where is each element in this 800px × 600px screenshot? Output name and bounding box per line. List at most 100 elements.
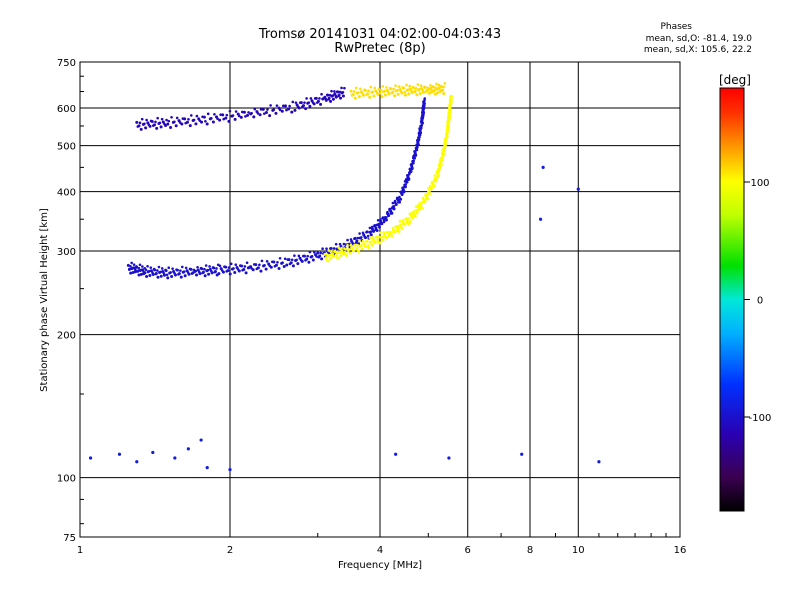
echo-point [381, 238, 385, 242]
echo-point [320, 92, 323, 96]
echo-point [243, 265, 247, 268]
echo-point [204, 264, 208, 267]
echo-point [393, 94, 397, 98]
echo-point [226, 269, 230, 273]
x-axis-label: Frequency [MHz] [338, 560, 422, 571]
echo-point [205, 122, 209, 126]
y-tick-label: 300 [57, 247, 76, 258]
colorbar-label: [deg] [719, 73, 751, 87]
echo-point [188, 124, 192, 128]
phases-heading: Phases [660, 22, 692, 32]
echo-point [127, 267, 131, 271]
echo-point [343, 250, 347, 254]
echo-point [377, 87, 381, 91]
echo-point [440, 158, 444, 162]
echo-point [403, 93, 407, 97]
echo-point [442, 153, 446, 157]
echo-point [376, 238, 380, 242]
echo-point [239, 115, 243, 119]
echo-point [133, 270, 137, 274]
echo-point [330, 89, 333, 93]
echo-point [211, 120, 215, 124]
echo-point [336, 256, 340, 260]
x-tick-label: 2 [227, 545, 233, 556]
echo-point [152, 123, 156, 127]
echo-point [307, 260, 311, 264]
echo-point [295, 258, 298, 262]
echo-point [428, 190, 431, 193]
echo-point [374, 226, 378, 230]
x-tick-label: 10 [572, 545, 585, 556]
echo-point [327, 249, 330, 252]
echo-point [280, 109, 284, 113]
echo-point [246, 113, 250, 117]
echo-point [353, 243, 357, 247]
echo-point [282, 265, 286, 269]
echo-point [421, 110, 425, 114]
echo-point [325, 247, 328, 250]
echo-point [421, 106, 425, 110]
echo-point [368, 95, 372, 99]
echo-point [316, 99, 320, 103]
echo-point [156, 269, 159, 272]
colorbar-ticks: 100 0 -100 [744, 178, 771, 424]
echo-point [137, 273, 141, 277]
echo-point [319, 251, 322, 255]
echo-point [278, 108, 282, 112]
echo-point [431, 85, 435, 89]
echo-point [384, 218, 388, 222]
echo-point [219, 113, 222, 116]
echo-point [429, 187, 433, 191]
echo-point [429, 84, 432, 87]
echo-point [205, 465, 209, 470]
chart-subtitle: RwPretec (8p) [334, 41, 426, 56]
echo-point [308, 104, 312, 108]
echo-point [438, 89, 442, 93]
echo-point [338, 242, 342, 246]
echo-point [412, 86, 416, 90]
echo-point [404, 183, 408, 186]
echo-point [391, 90, 395, 94]
echo-point [398, 200, 402, 204]
echo-point [412, 156, 416, 160]
x-tick-label: 8 [527, 545, 533, 556]
echo-point [324, 98, 328, 102]
echo-point [308, 250, 312, 254]
echo-point [432, 184, 436, 188]
echo-point [260, 259, 264, 263]
echo-point [251, 268, 255, 272]
echo-point [285, 263, 289, 267]
echo-point [380, 222, 384, 226]
y-tick-label: 750 [57, 58, 76, 69]
echo-point [394, 202, 398, 206]
echo-point [153, 268, 157, 272]
echo-point [369, 85, 372, 89]
echo-point [437, 83, 441, 87]
echo-point [415, 211, 419, 215]
echo-point [340, 246, 343, 250]
echo-point [301, 104, 305, 108]
echo-point [228, 467, 232, 472]
echo-point [423, 85, 427, 89]
echo-point [355, 239, 359, 243]
echo-point [408, 84, 412, 88]
echo-point [173, 120, 176, 124]
echo-point [233, 271, 237, 275]
echo-point [132, 263, 136, 266]
echo-point [156, 275, 160, 279]
echo-point [365, 239, 369, 243]
echo-point [307, 101, 311, 104]
echo-point [420, 206, 424, 210]
echo-point [415, 145, 419, 149]
echo-point [160, 117, 164, 121]
y-tick-label: 100 [57, 474, 76, 485]
echo-point [179, 275, 183, 279]
echo-point [265, 260, 269, 263]
echo-point [302, 254, 306, 258]
echo-point [136, 269, 140, 273]
echo-point [138, 121, 142, 125]
echo-point [422, 102, 426, 106]
echo-point [139, 272, 143, 276]
echo-point [318, 97, 321, 100]
echo-point [147, 269, 151, 273]
